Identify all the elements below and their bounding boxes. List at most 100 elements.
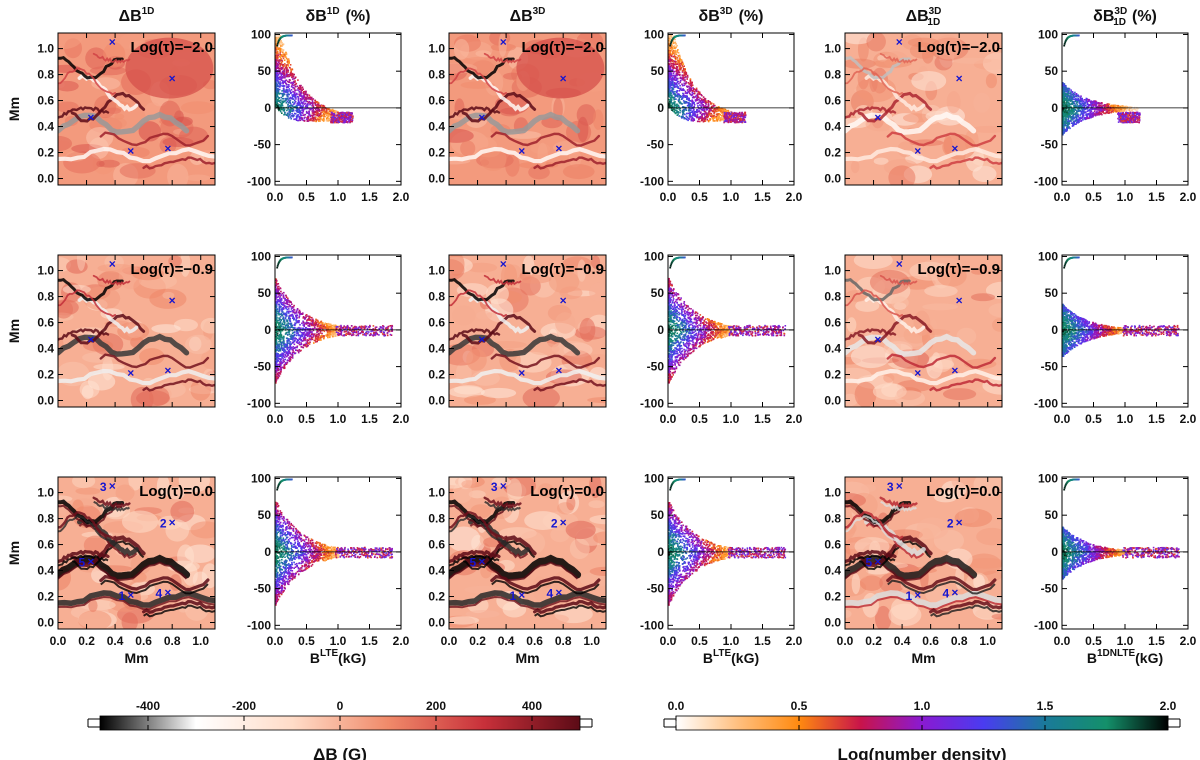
scatter-point	[279, 64, 282, 66]
map-patch	[911, 70, 947, 91]
scatter-point	[278, 104, 281, 106]
scatter-point	[301, 105, 304, 108]
scatter-point	[281, 59, 283, 62]
scatter-point	[276, 44, 279, 47]
point-marker: ×	[169, 71, 176, 85]
scatter-point	[352, 116, 354, 118]
scatter-point	[695, 98, 698, 101]
scatter-point	[677, 87, 679, 89]
x-tick-label: 1.5	[754, 190, 771, 204]
scatter-point	[284, 79, 287, 82]
scatter-point	[336, 117, 338, 120]
scatter-point	[676, 69, 679, 72]
scatter-point	[728, 112, 730, 115]
scatter-point	[1065, 118, 1068, 121]
scatter-point	[1074, 91, 1076, 94]
scatter-point	[670, 105, 673, 108]
scatter-point	[277, 41, 280, 44]
scatter-point	[283, 113, 285, 116]
map-structure	[142, 156, 215, 170]
scatter-point	[286, 75, 289, 77]
scatter-point	[1069, 112, 1071, 115]
scatter-point	[275, 35, 277, 37]
scatter-point	[1066, 111, 1069, 113]
map-patch	[453, 38, 470, 60]
scatter-point	[312, 110, 314, 113]
scatter-point	[681, 77, 683, 79]
scatter-point	[725, 113, 727, 116]
scatter-point	[688, 114, 691, 116]
y-tick-label: 0.0	[824, 172, 841, 186]
scatter-point	[683, 110, 685, 112]
scatter-point	[687, 82, 690, 84]
scatter-point	[308, 94, 311, 97]
scatter-point	[303, 99, 306, 102]
scatter-point	[672, 76, 674, 79]
scatter-point	[306, 93, 309, 96]
scatter-point	[350, 120, 352, 123]
scatter-point	[1067, 87, 1070, 90]
map-structure	[845, 67, 903, 96]
scatter-point	[676, 90, 678, 93]
y-tick-label: 0.4	[37, 120, 54, 134]
scatter-point	[317, 117, 319, 120]
scatter-point	[297, 115, 299, 118]
scatter-point	[682, 116, 684, 118]
scatter-point	[691, 110, 694, 113]
scatter-point	[323, 114, 325, 117]
scatter-point	[349, 117, 351, 120]
scatter-point	[275, 75, 277, 77]
scatter-point	[1133, 108, 1136, 110]
scatter-point	[275, 93, 277, 95]
scatter-point	[727, 121, 730, 124]
scatter-point	[311, 99, 313, 101]
scatter-point	[700, 101, 702, 104]
scatter-point	[1077, 114, 1079, 116]
scatter-point	[300, 99, 302, 101]
scatter-point	[688, 97, 690, 100]
scatter-point	[673, 60, 676, 63]
scatter-point	[1079, 114, 1082, 116]
scatter-point	[675, 60, 677, 63]
scatter-point	[340, 112, 342, 114]
scatter-point	[676, 44, 678, 47]
scatter-point	[1137, 108, 1139, 110]
scatter-point	[686, 101, 689, 104]
scatter-point	[332, 110, 334, 113]
scatter-point	[285, 52, 288, 55]
scatter-point	[1074, 112, 1077, 114]
scatter-point	[718, 114, 721, 117]
scatter-point	[315, 113, 318, 116]
scatter-point	[1088, 100, 1090, 102]
scatter-point	[328, 114, 330, 116]
y-tick-label: 1.0	[428, 42, 445, 56]
scatter-point	[674, 57, 677, 59]
scatter-point	[276, 48, 279, 50]
scatter-point	[687, 117, 690, 120]
scatter-point	[318, 105, 320, 108]
scatter-point	[673, 82, 676, 84]
map-patch	[460, 140, 476, 157]
scatter-point	[683, 82, 685, 85]
scatter-point	[279, 47, 282, 50]
scatter-point	[321, 111, 324, 113]
scatter-point	[1066, 91, 1068, 93]
map-structure	[845, 111, 977, 135]
scatter-point	[297, 108, 299, 110]
scatter-point	[1090, 110, 1093, 113]
scatter-point	[299, 92, 302, 95]
map-structure	[58, 55, 124, 80]
scatter-point	[730, 116, 732, 119]
scatter-point	[676, 66, 678, 68]
scatter-point	[1066, 112, 1069, 114]
scatter-point	[676, 51, 679, 53]
scatter-point	[299, 98, 302, 100]
scatter-point	[725, 117, 728, 119]
scatter-point	[726, 112, 729, 114]
scatter-point	[677, 111, 679, 113]
scatter-point	[290, 107, 293, 110]
scatter-point	[696, 113, 699, 116]
scatter-point	[292, 98, 295, 100]
scatter-point	[303, 100, 305, 103]
scatter-point	[688, 110, 691, 112]
